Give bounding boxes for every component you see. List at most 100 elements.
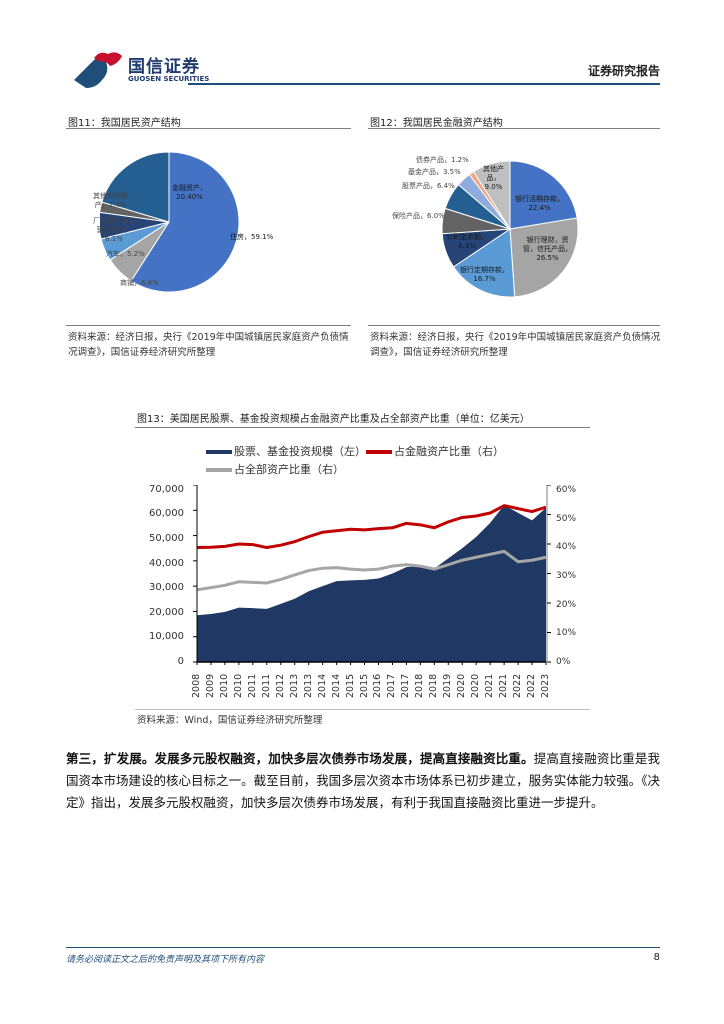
- y-right-tick: 60%: [556, 485, 577, 495]
- x-tick-label: 2013: [288, 673, 300, 698]
- line-series-financial-ratio: [196, 504, 547, 550]
- report-type: 证券研究报告: [587, 64, 660, 78]
- x-tick-label: 2014: [330, 673, 342, 698]
- legend-series3: 占全部资产比重（右）: [206, 461, 344, 477]
- x-tick-label: 2009: [204, 673, 216, 698]
- pie11-label-shop: 商铺，6.8%: [120, 279, 159, 287]
- figure12-title: 图12：我国居民金融资产结构: [370, 118, 503, 129]
- y-right-tick: 50%: [556, 514, 577, 524]
- pie12-label-stock: 股票产品，6.4%: [402, 182, 455, 190]
- figure11-source: 资料来源：经济日报，央行《2019年中国城镇居民家庭资产负债情况调查》，国信证券…: [68, 332, 349, 358]
- guosen-logo-icon: [74, 52, 122, 88]
- pie11-label-car: 汽车，5.2%: [106, 250, 145, 258]
- x-tick-label: 2018: [428, 673, 440, 698]
- pie12-label-other: 其他产 品， 9.0%: [483, 165, 504, 191]
- footer-disclaimer: 请务必阅读正文之后的免责声明及其项下所有内容: [66, 955, 265, 965]
- figure12-title-rule: [368, 128, 660, 129]
- pie11-label-housing: 住房，59.1%: [230, 233, 274, 241]
- y-left-tick: 70,000: [149, 484, 184, 495]
- guosen-logo: 国信证券 GUOSEN SECURITIES: [72, 50, 212, 90]
- pie-slice: [130, 151, 240, 293]
- pie-slice: [509, 160, 578, 230]
- x-tick-label: 2016: [372, 673, 384, 698]
- pie12-label-provident: 公积金余额， 8.3%: [446, 233, 488, 250]
- legend-series1: 股票、基金投资规模（左）: [206, 443, 366, 459]
- body-paragraph: 第三，扩发展。发展多元股权融资，加快多层次债券市场发展，提高直接融资比重。提高直…: [66, 748, 660, 814]
- x-tick-label: 2020: [456, 673, 468, 698]
- x-tick-label: 2017: [386, 673, 398, 698]
- pie11-label-financial: 金融资产， 20.40%: [172, 184, 207, 201]
- x-tick-label: 2015: [344, 673, 356, 698]
- y-left-tick: 20,000: [149, 607, 184, 618]
- x-tick-label: 2013: [302, 673, 314, 698]
- x-tick-label: 2021: [498, 673, 510, 698]
- y-right-tick: 10%: [556, 628, 577, 638]
- header-divider: [188, 83, 660, 85]
- x-tick-label: 2022: [526, 673, 538, 698]
- area-series-stock-fund: [197, 505, 546, 662]
- x-tick-label: 2017: [400, 673, 412, 698]
- y-right-tick: 30%: [556, 571, 577, 581]
- pie12-label-insurance: 保险产品，6.0%: [392, 212, 445, 220]
- page-number: 8: [653, 952, 660, 963]
- figure12-source-rule: [368, 325, 660, 326]
- x-tick-label: 2020: [470, 673, 482, 698]
- y-left-tick: 0: [177, 656, 184, 667]
- pie11-label-other: 其他实物资 产，2.4%: [93, 192, 128, 209]
- figure13-title-rule: [135, 427, 590, 428]
- x-tick-label: 2019: [442, 673, 454, 698]
- x-tick-label: 2008: [191, 673, 202, 698]
- figure11-pie-chart: [100, 151, 240, 293]
- legend-swatch-navy: [206, 450, 232, 454]
- legend-swatch-red: [366, 450, 392, 454]
- x-tick-label: 2014: [316, 673, 328, 698]
- logo-text-en: GUOSEN SECURITIES: [128, 75, 210, 83]
- x-tick-label: 2022: [512, 673, 524, 698]
- figure12-pie-slices: [441, 160, 579, 298]
- figure13-title: 图13：美国居民股票、基金投资规模占金融资产比重及占全部资产比重（单位：亿美元）: [137, 414, 530, 425]
- y-left-tick: 50,000: [149, 533, 184, 544]
- figure11-pie-slices: [100, 151, 240, 293]
- logo-text-cn: 国信证券: [128, 57, 200, 77]
- pie12-label-fund: 基金产品，3.5%: [408, 168, 461, 176]
- figure13-source: 资料来源：Wind，国信证券经济研究所整理: [137, 715, 323, 726]
- pie-slice: [101, 151, 170, 223]
- x-tick-label: 2018: [414, 673, 426, 698]
- pie-slice: [452, 228, 516, 298]
- y-right-tick: 20%: [556, 600, 577, 610]
- pie12-label-demand: 银行活期存款， 22.4%: [515, 195, 564, 212]
- x-tick-label: 2021: [484, 673, 496, 698]
- y-left-tick: 60,000: [149, 508, 184, 519]
- x-tick-label: 2011: [246, 673, 258, 698]
- y-left-tick: 30,000: [149, 582, 184, 593]
- figure13-combo-chart: [193, 485, 551, 665]
- figure13-plot-area: [193, 485, 551, 665]
- figure11-title-rule: [66, 128, 351, 129]
- x-tick-label: 2010: [218, 673, 230, 698]
- pie-slice: [472, 160, 511, 231]
- y-right-tick: 0%: [556, 657, 571, 667]
- line-series-total-ratio: [196, 549, 547, 592]
- figure12-source: 资料来源：经济日报，央行《2019年中国城镇居民家庭资产负债情况调查》，国信证券…: [370, 332, 661, 358]
- pie12-label-time: 银行定期存款， 16.7%: [460, 266, 509, 283]
- figure11-source-rule: [66, 325, 351, 326]
- legend-swatch-gray: [206, 468, 232, 472]
- y-left-tick: 10,000: [149, 631, 184, 642]
- pie12-label-bond: 债券产品，1.2%: [416, 156, 469, 164]
- pie11-label-plant: 厂房设备等经 营性资产， 6.1%: [93, 217, 135, 243]
- figure13-source-rule: [135, 709, 590, 710]
- pie-slice: [100, 211, 170, 240]
- body-text: 提高直接融资比重是我国资本市场建设的核心目标之一。截至目前，我国多层次资本市场体…: [66, 751, 660, 810]
- body-bold-lead: 第三，扩发展。发展多元股权融资，加快多层次债券市场发展，提高直接融资比重。: [66, 751, 534, 766]
- y-right-tick: 40%: [556, 542, 577, 552]
- x-tick-label: 2015: [358, 673, 370, 698]
- x-tick-label: 2010: [232, 673, 244, 698]
- figure12-pie-chart: [441, 160, 579, 298]
- figure11-title: 图11：我国居民资产结构: [68, 118, 181, 129]
- y-left-tick: 40,000: [149, 558, 184, 569]
- x-tick-label: 2012: [274, 673, 286, 698]
- legend-series2: 占金融资产比重（右）: [366, 443, 504, 459]
- x-tick-label: 2011: [260, 673, 272, 698]
- pie12-label-wealth: 银行理财，资 管，信托产品， 26.5%: [523, 236, 572, 262]
- pie-slice: [509, 217, 579, 298]
